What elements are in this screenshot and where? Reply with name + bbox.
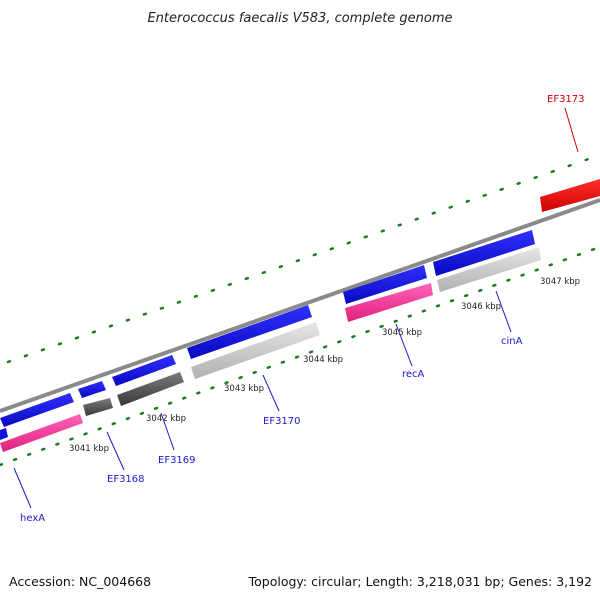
- gene-label-hexA[interactable]: hexA: [20, 513, 45, 524]
- gene-arrow[interactable]: [0, 393, 74, 427]
- leader-line-EF3173: [564, 107, 579, 153]
- leader-line-recA: [395, 323, 413, 367]
- gene-bar[interactable]: [191, 322, 320, 379]
- gene-bar[interactable]: [83, 398, 113, 416]
- gene-arrow[interactable]: [78, 381, 106, 398]
- gene-label-leaders: [13, 107, 579, 509]
- outer-tick-track: [6, 153, 600, 364]
- gene-arrow[interactable]: [112, 355, 176, 386]
- scale-label-3044: 3044 kbp: [303, 355, 343, 365]
- gene-bar[interactable]: [345, 283, 433, 322]
- gene-bar[interactable]: [0, 414, 83, 452]
- scale-label-3047: 3047 kbp: [540, 277, 580, 287]
- gene-arrow[interactable]: [0, 428, 8, 440]
- scale-label-3045: 3045 kbp: [382, 328, 422, 338]
- gene-bar-selected[interactable]: [540, 179, 600, 212]
- leader-line-cinA: [495, 290, 512, 333]
- gene-bar[interactable]: [437, 247, 541, 292]
- gene-label-EF3170[interactable]: EF3170: [263, 416, 301, 427]
- scale-label-3043: 3043 kbp: [224, 384, 264, 394]
- scale-label-3042: 3042 kbp: [146, 414, 186, 424]
- accession-text: Accession: NC_004668: [9, 574, 151, 589]
- gene-label-cinA[interactable]: cinA: [501, 336, 523, 347]
- leader-line-EF3168: [106, 431, 125, 471]
- genome-summary-text: Topology: circular; Length: 3,218,031 bp…: [248, 574, 592, 589]
- scale-labels: 3041 kbp 3042 kbp 3043 kbp 3044 kbp 3045…: [69, 277, 580, 454]
- reverse-strand-genes: [0, 179, 600, 452]
- gene-arrow[interactable]: [433, 230, 535, 276]
- gene-label-EF3169[interactable]: EF3169: [158, 455, 196, 466]
- gene-label-EF3173[interactable]: EF3173: [547, 94, 585, 105]
- inner-tick-track: [0, 245, 600, 467]
- leader-line-EF3170: [262, 374, 280, 412]
- leader-line-hexA: [13, 467, 32, 509]
- gene-arrow[interactable]: [187, 305, 312, 359]
- gene-bar[interactable]: [117, 372, 184, 406]
- genome-backbone: [0, 198, 600, 413]
- scale-label-3041: 3041 kbp: [69, 444, 109, 454]
- leader-line-EF3169: [160, 412, 175, 451]
- gene-arrow[interactable]: [343, 265, 427, 304]
- gene-labels: hexA EF3168 EF3169 EF3170 recA cinA EF31…: [20, 94, 585, 524]
- forward-strand-genes: [0, 230, 535, 440]
- gene-label-EF3168[interactable]: EF3168: [107, 474, 145, 485]
- scale-label-3046: 3046 kbp: [461, 302, 501, 312]
- gene-label-recA[interactable]: recA: [402, 369, 425, 380]
- map-title: Enterococcus faecalis V583, complete gen…: [147, 11, 452, 26]
